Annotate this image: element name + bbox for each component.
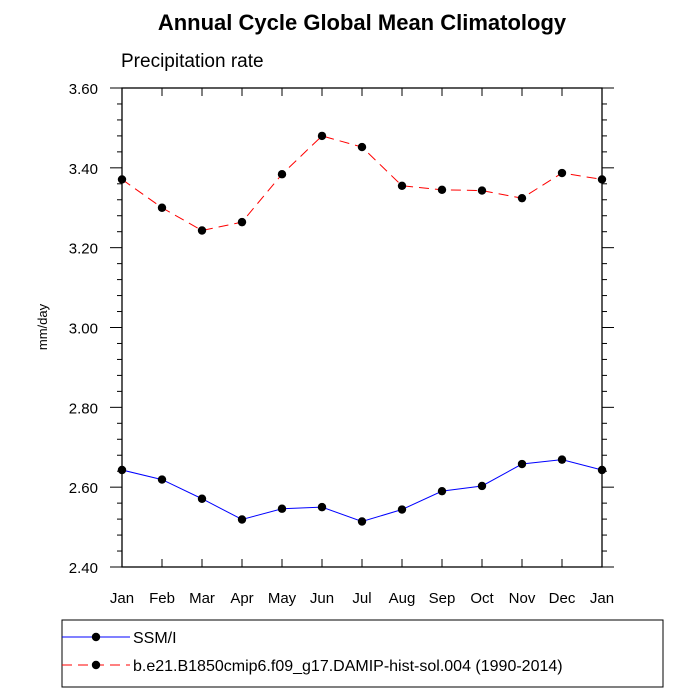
y-tick-label: 2.80 xyxy=(69,400,98,417)
legend-box xyxy=(61,619,664,688)
series-line-0 xyxy=(121,459,603,523)
plot-frame xyxy=(121,87,603,568)
x-tick-labels: Jan Feb Mar Apr May Jun Jul Aug Sep Oct Nov Dec Jan xyxy=(110,590,614,607)
legend-label-ssmi: SSM/I xyxy=(133,630,177,647)
data-point xyxy=(197,494,207,503)
x-tick-label: Jul xyxy=(352,590,371,607)
y-tick-label: 3.20 xyxy=(69,241,98,258)
x-tick-label: Feb xyxy=(149,590,175,607)
data-point xyxy=(557,168,567,178)
chart-subtitle: Precipitation rate xyxy=(121,51,264,72)
data-point xyxy=(437,185,447,194)
chart-title: Annual Cycle Global Mean Climatology xyxy=(158,10,567,35)
legend-label-model: b.e21.B1850cmip6.f09_g17.DAMIP-hist-sol.… xyxy=(133,658,563,675)
y-tick-label: 3.60 xyxy=(69,81,98,98)
data-point xyxy=(237,217,247,227)
data-point xyxy=(277,504,287,513)
y-tick-label: 2.40 xyxy=(69,560,98,577)
y-tick-label: 3.00 xyxy=(69,321,98,338)
y-tick-labels: 2.40 2.60 2.80 3.00 3.20 3.40 3.60 xyxy=(69,81,98,577)
x-tick-label: May xyxy=(268,590,297,607)
legend-marker-model xyxy=(91,660,101,670)
x-tick-label: Jan xyxy=(590,590,614,607)
data-point xyxy=(157,475,167,484)
data-point xyxy=(397,505,407,514)
data-point xyxy=(357,142,367,152)
legend: SSM/I b.e21.B1850cmip6.f09_g17.DAMIP-his… xyxy=(61,619,664,688)
x-tick-label: Nov xyxy=(509,590,536,607)
data-point xyxy=(437,486,447,496)
data-point xyxy=(557,455,567,464)
x-tick-label: Dec xyxy=(549,590,576,607)
legend-marker-ssmi xyxy=(91,632,101,642)
data-point xyxy=(197,226,207,235)
x-tick-label: Jan xyxy=(110,590,134,607)
y-tick-label: 3.40 xyxy=(69,161,98,178)
legend-item-ssmi: SSM/I xyxy=(62,630,177,647)
x-tick-label: Jun xyxy=(310,590,334,607)
data-point xyxy=(517,193,527,203)
legend-item-model: b.e21.B1850cmip6.f09_g17.DAMIP-hist-sol.… xyxy=(62,658,563,675)
data-point xyxy=(477,481,487,491)
data-point xyxy=(237,515,247,524)
x-tick-label: Sep xyxy=(429,590,456,607)
data-point xyxy=(157,203,167,212)
axis-ticks xyxy=(110,87,614,568)
x-tick-label: Apr xyxy=(230,590,253,607)
data-point xyxy=(357,517,367,526)
data-point xyxy=(397,181,407,190)
data-series xyxy=(117,131,607,526)
data-point xyxy=(277,170,287,179)
x-tick-label: Oct xyxy=(470,590,494,607)
x-tick-label: Aug xyxy=(389,590,416,607)
x-tick-label: Mar xyxy=(189,590,215,607)
data-point xyxy=(317,502,327,512)
data-point xyxy=(517,459,527,469)
y-tick-label: 2.60 xyxy=(69,480,98,497)
y-axis-label: mm/day xyxy=(35,303,50,350)
data-point xyxy=(317,131,327,141)
data-point xyxy=(477,186,487,195)
